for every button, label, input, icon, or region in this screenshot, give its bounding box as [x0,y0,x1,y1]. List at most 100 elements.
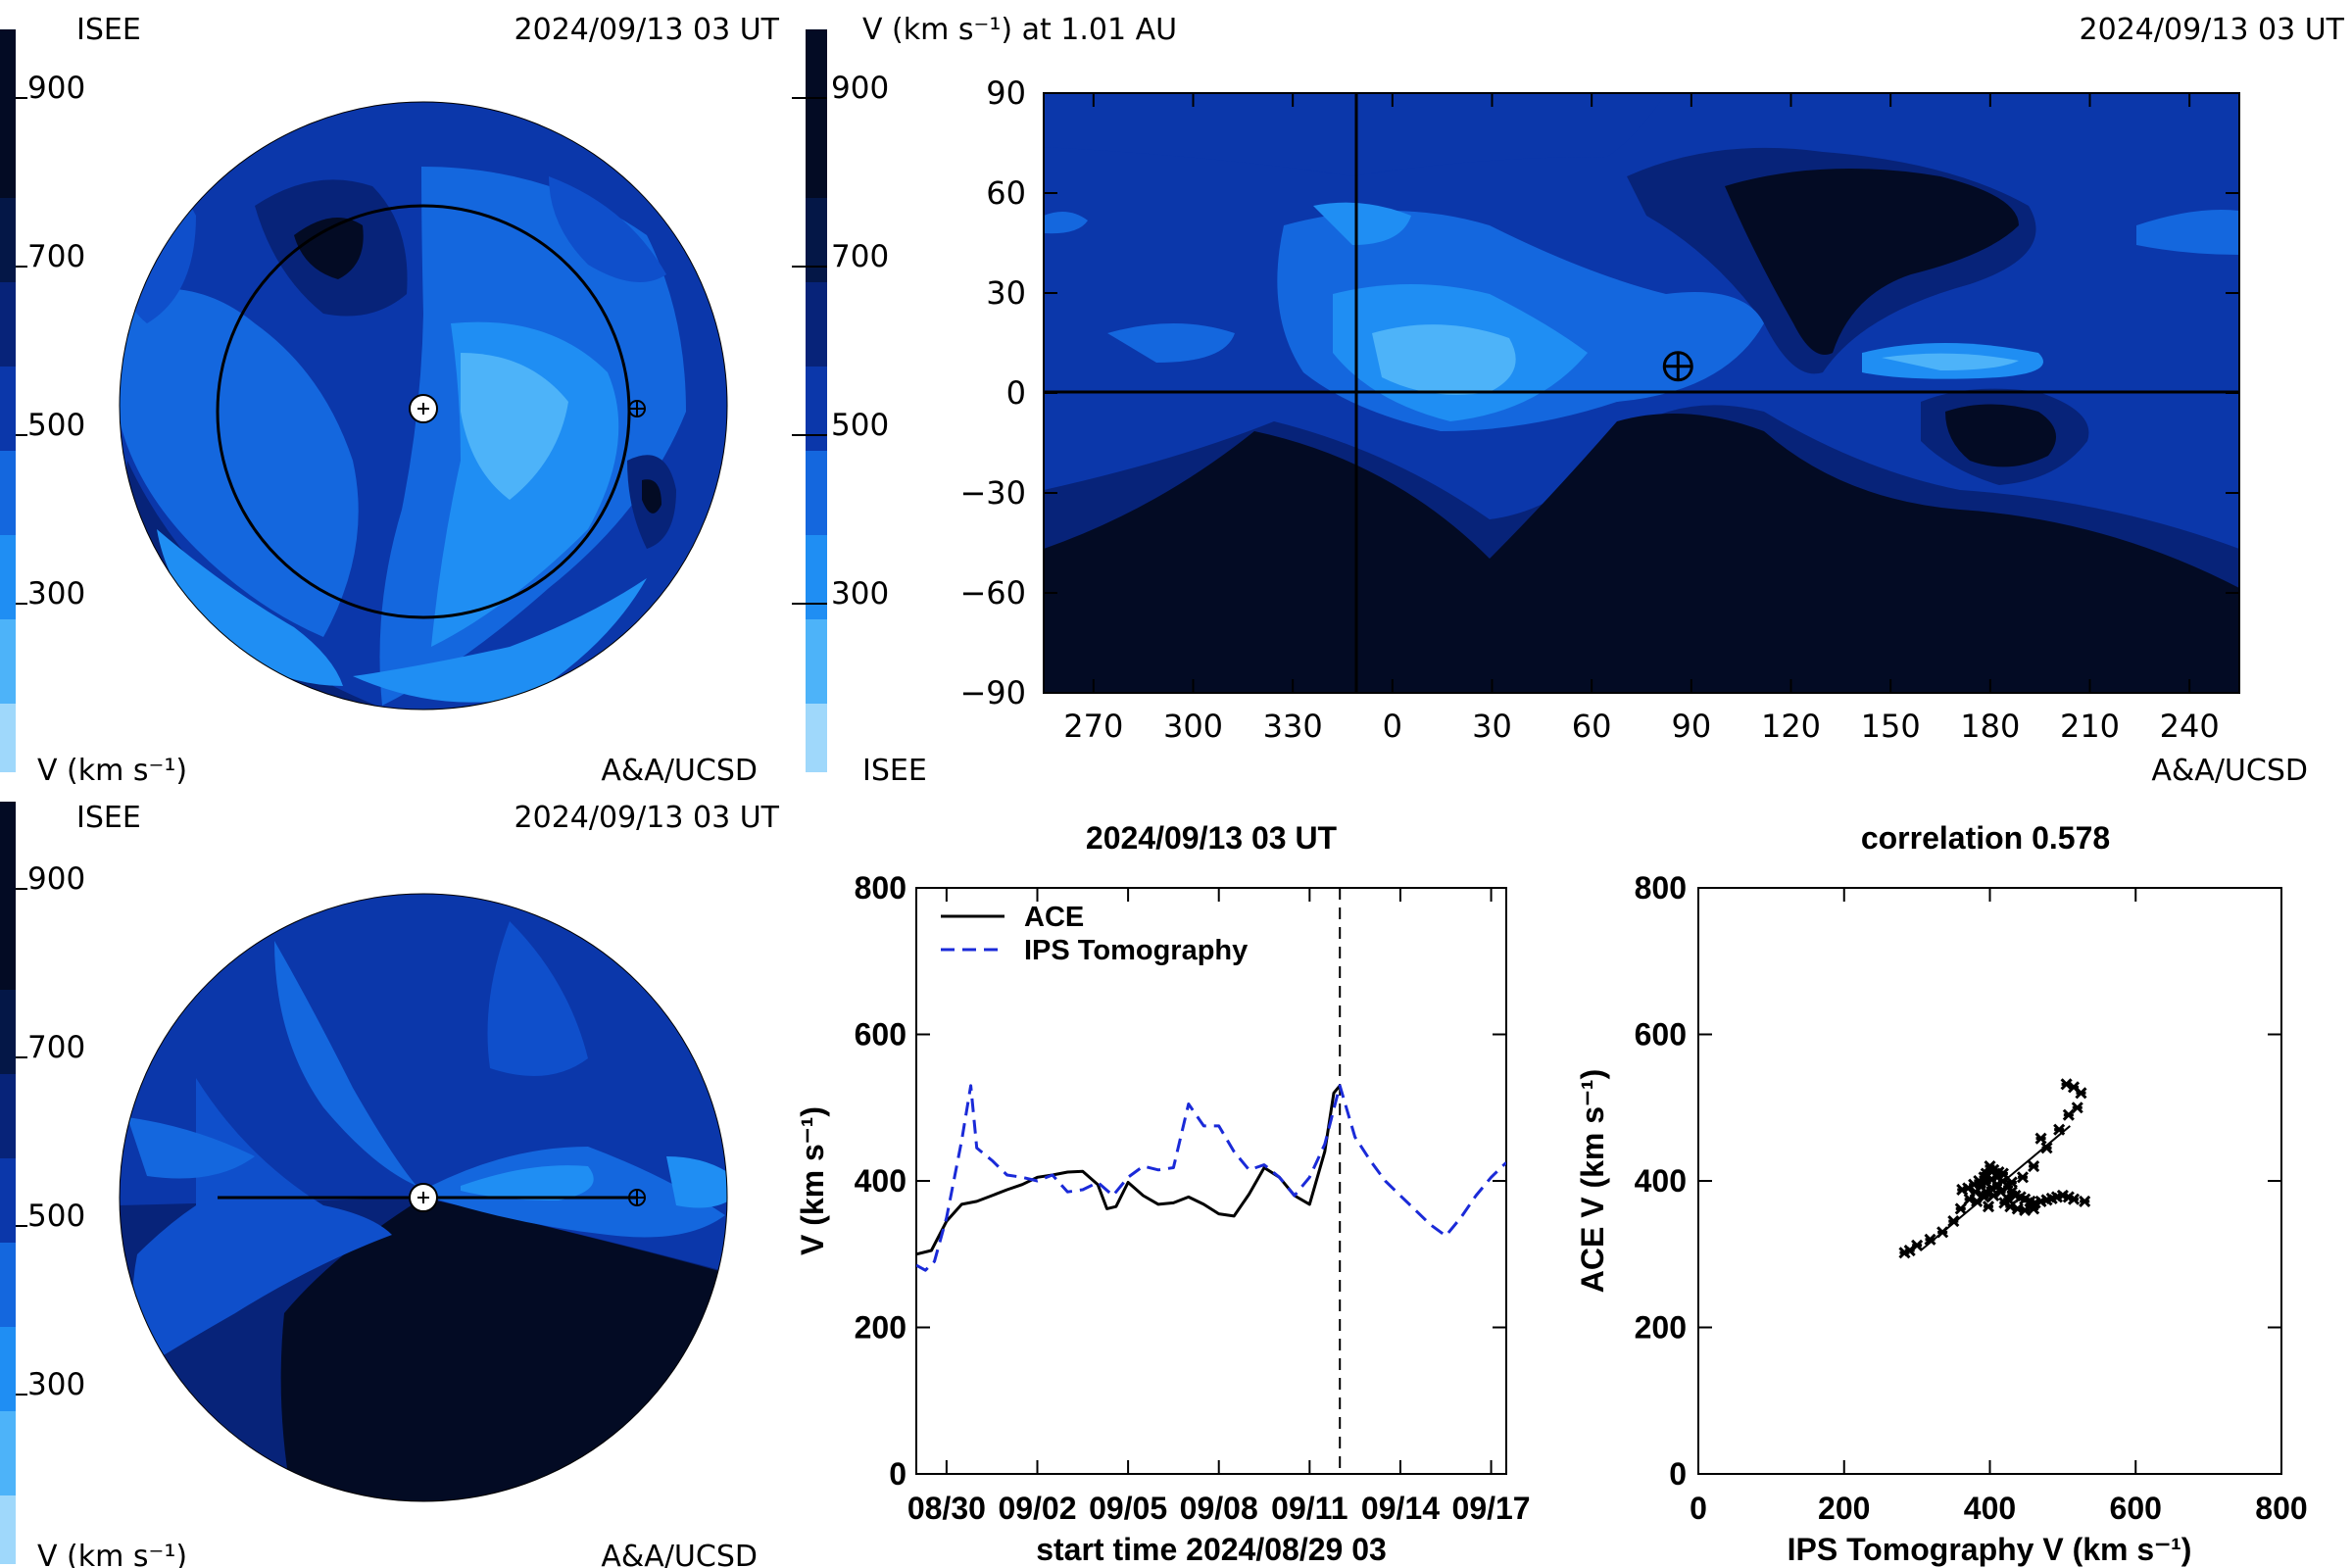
map-ytick-label: 60 [986,174,1026,212]
map-ytick-label: 30 [986,274,1026,312]
scatter-point [1936,1226,1949,1239]
colorbar-tick-label: 900 [27,71,85,106]
colorbar-tick-label: 500 [27,1199,85,1234]
scatter-point [2053,1123,2066,1136]
scatter-point [2028,1159,2040,1173]
scatter-point [1996,1167,2009,1180]
scatter-point [1982,1200,1995,1213]
colorbar-tick-label: 300 [27,576,85,612]
scatter-point [2040,1142,2053,1154]
map-xtick-label: 240 [2160,708,2220,745]
scatter-xtick-label: 600 [2110,1491,2162,1526]
scatter-point [1954,1202,1967,1215]
credit-label: A&A/UCSD [601,1540,758,1568]
colorbar-unit-label: V (km s⁻¹) [37,754,187,788]
colorbar-unit-label: V (km s⁻¹) [37,1540,187,1568]
map-xtick-label: 60 [1572,708,1612,745]
scatter-ytick-label: 600 [1635,1017,1687,1053]
map-xtick-label: 90 [1671,708,1711,745]
panel-date-label: 2024/09/13 03 UT [514,801,780,835]
scatter-ytick-label: 200 [1635,1310,1687,1346]
scatter-ytick-label: 0 [1669,1456,1687,1492]
panel-date-label: 2024/09/13 03 UT [2080,13,2345,47]
map-xtick-label: 300 [1163,708,1223,745]
scatter-point [2016,1171,2030,1184]
earth-marker-icon [628,1189,646,1206]
colorbar-tick-label: 700 [831,239,889,274]
scatter-chart-ylabel: ACE V (km s⁻¹) [1575,1069,1610,1293]
sun-marker-icon [409,1183,438,1212]
scatter-point [1984,1159,1996,1173]
scatter-ytick-label: 800 [1635,870,1687,906]
scatter-point [1971,1195,1984,1207]
colorbar-top-right: 900 700 500 300 [792,29,889,772]
earth-marker-icon [1662,351,1693,382]
scatter-xtick-label: 200 [1818,1491,1870,1526]
scatter-xtick-label: 400 [1964,1491,2016,1526]
map-xtick-label: 180 [1960,708,2020,745]
earth-marker-icon [628,400,646,417]
scatter-point [1956,1183,1969,1197]
panel-org-label: ISEE [862,754,927,788]
line-ytick-label: 0 [889,1456,906,1492]
map-title: V (km s⁻¹) at 1.01 AU [862,13,1177,47]
scatter-point [2034,1132,2047,1145]
polar-boundary-top-left [119,101,728,710]
line-ytick-label: 600 [855,1017,906,1053]
line-xtick-label: 09/05 [1089,1491,1167,1526]
line-chart-title: 2024/09/13 03 UT [1086,820,1338,856]
scatter-chart-title: correlation 0.578 [1861,820,2110,856]
line-chart-frame [915,887,1507,1475]
colorbar-bottom-left: 900 700 500 300 [0,802,85,1564]
sun-marker-icon [409,394,438,423]
map-xtick-label: 270 [1063,708,1123,745]
credit-label: A&A/UCSD [601,754,758,788]
line-chart-legend: ACE IPS Tomography [941,902,1248,966]
map-xtick-label: 330 [1263,708,1323,745]
credit-label: A&A/UCSD [2151,754,2308,788]
map-ytick-label: −60 [959,574,1026,612]
colorbar-tick-label: 500 [831,408,889,443]
panel-date-label: 2024/09/13 03 UT [514,13,780,47]
map-xtick-label: 30 [1472,708,1512,745]
colorbar-tick-label: 900 [831,71,889,106]
line-xtick-label: 09/08 [1180,1491,1258,1526]
colorbar-tick-label: 700 [27,239,85,274]
scatter-point [2060,1078,2073,1091]
colorbar-tick-label: 900 [27,861,85,897]
line-chart: 2024/09/13 03 UT start time 2024/08/29 0… [795,820,1531,1567]
scatter-xtick-label: 0 [1690,1491,1707,1526]
line-xtick-label: 08/30 [907,1491,986,1526]
panel-org-label: ISEE [76,801,141,835]
scatter-point [2071,1102,2083,1114]
colorbar-tick-label: 300 [27,1367,85,1402]
colorbar-top-left: 900 700 500 300 [0,29,85,772]
scatter-point [2019,1203,2032,1216]
line-ytick-label: 800 [855,870,906,906]
scatter-chart-xlabel: IPS Tomography V (km s⁻¹) [1788,1532,2192,1567]
line-ytick-label: 200 [855,1310,906,1346]
scatter-point [1924,1233,1936,1246]
scatter-point [2005,1176,2018,1189]
scatter-point [2079,1195,2091,1207]
scatter-point [1947,1215,1960,1228]
scatter-ytick-label: 400 [1635,1163,1687,1199]
map-xtick-label: 210 [2060,708,2120,745]
scatter-xtick-label: 800 [2255,1491,2307,1526]
polar-boundary-bottom-left [119,893,728,1502]
line-ytick-label: 400 [855,1163,906,1199]
map-ytick-label: −90 [959,674,1026,711]
map-ytick-label: 90 [986,74,1026,112]
map-xtick-label: 150 [1861,708,1921,745]
line-xtick-label: 09/14 [1361,1491,1440,1526]
map-ytick-label: 0 [1006,374,1026,412]
map-xtick-label: 120 [1761,708,1821,745]
legend-label-ace: ACE [1024,902,1084,933]
scatter-point [2028,1202,2040,1215]
series-line-ips [916,1084,1506,1272]
map-xtick-label: 0 [1383,708,1402,745]
line-chart-ylabel: V (km s⁻¹) [795,1106,830,1255]
